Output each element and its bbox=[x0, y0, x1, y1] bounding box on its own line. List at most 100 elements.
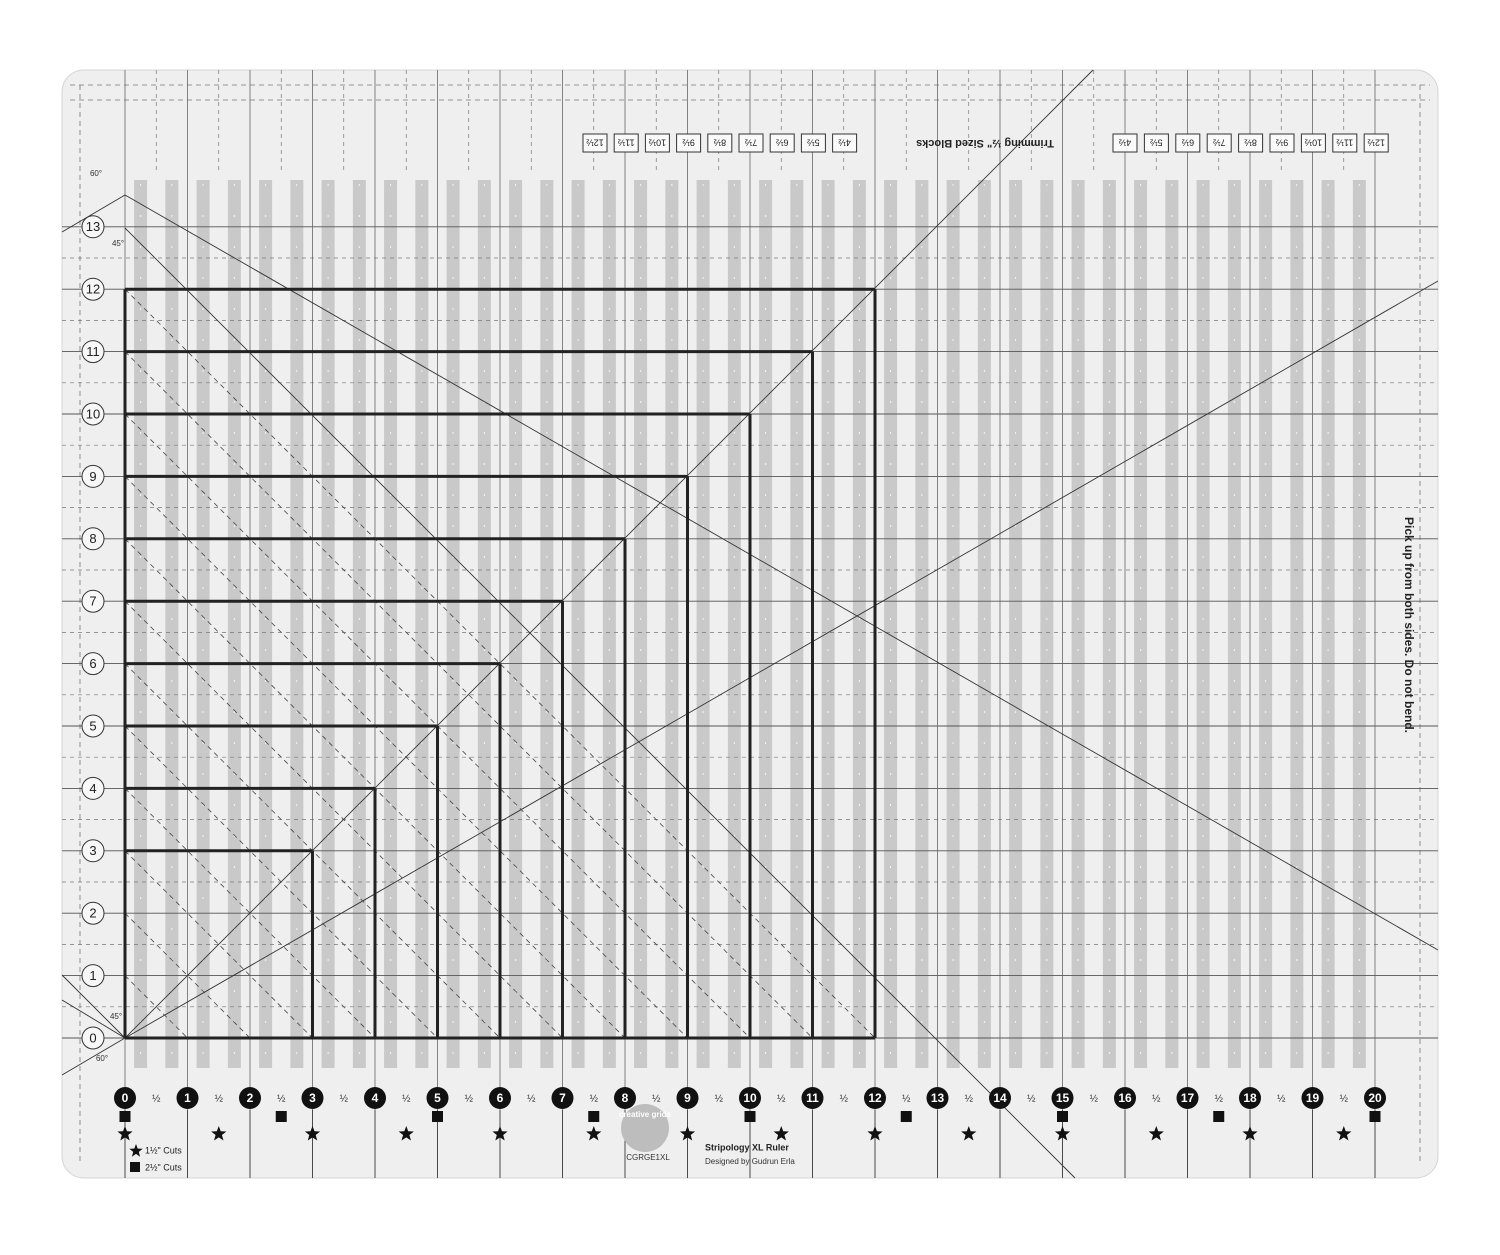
strip bbox=[634, 180, 648, 1068]
trim-size: 6½ bbox=[1181, 138, 1194, 148]
y-label-circle bbox=[81, 901, 105, 925]
trim-size: 4½ bbox=[1118, 138, 1131, 148]
y-label-circle bbox=[81, 776, 105, 800]
half-label: ½ bbox=[965, 1094, 974, 1105]
trim-label: 8½ bbox=[707, 133, 733, 153]
x-label: 2 bbox=[247, 1091, 254, 1105]
trim-size: 6½ bbox=[775, 138, 788, 148]
strip bbox=[1259, 180, 1273, 1068]
star-marker bbox=[1242, 1126, 1258, 1141]
square-marker bbox=[432, 1111, 443, 1122]
y-label-circle bbox=[81, 589, 105, 613]
angle-line bbox=[124, 227, 1076, 1179]
strip bbox=[290, 180, 304, 1068]
legend-square bbox=[130, 1162, 140, 1172]
y-label: 3 bbox=[89, 843, 96, 858]
y-label-circle bbox=[81, 340, 105, 364]
x-label: 8 bbox=[622, 1091, 629, 1105]
x-label: 9 bbox=[684, 1091, 691, 1105]
diagonal-dash bbox=[124, 788, 376, 1039]
strip bbox=[946, 180, 960, 1068]
strip bbox=[321, 180, 335, 1068]
strip bbox=[696, 180, 710, 1068]
x-label: 4 bbox=[372, 1091, 379, 1105]
logo: creative grids bbox=[619, 1110, 672, 1119]
x-label: 19 bbox=[1306, 1091, 1320, 1105]
side-note: Pick up from both sides. Do not bend. bbox=[1402, 517, 1416, 733]
trim-size: 10½ bbox=[1304, 138, 1322, 148]
x-label-circle bbox=[864, 1087, 886, 1109]
strip bbox=[602, 180, 616, 1068]
x-label: 0 bbox=[122, 1091, 129, 1105]
x-label: 17 bbox=[1181, 1091, 1195, 1105]
strip bbox=[1290, 180, 1304, 1068]
star-marker bbox=[1148, 1126, 1164, 1141]
y-label: 13 bbox=[86, 219, 100, 234]
y-label-circle bbox=[81, 839, 105, 863]
trim-box bbox=[1238, 133, 1264, 153]
y-label-circle bbox=[81, 652, 105, 676]
x-label-circle bbox=[989, 1087, 1011, 1109]
x-label-circle bbox=[1239, 1087, 1261, 1109]
x-label-circle bbox=[301, 1087, 324, 1109]
star-marker bbox=[1054, 1126, 1071, 1141]
half-label: ½ bbox=[715, 1094, 724, 1105]
logo-disc bbox=[621, 1104, 669, 1152]
trim-size: 8½ bbox=[1244, 138, 1257, 148]
square-marker bbox=[1213, 1111, 1225, 1122]
x-label: 12 bbox=[868, 1091, 882, 1105]
star-marker bbox=[1336, 1126, 1352, 1141]
x-label-circle bbox=[926, 1087, 949, 1109]
star-marker bbox=[586, 1126, 602, 1141]
trim-box bbox=[1269, 133, 1295, 153]
trim-box bbox=[613, 133, 639, 153]
trim-label: 5½ bbox=[800, 133, 826, 153]
angle-label: 45° bbox=[110, 1012, 122, 1021]
square-marker bbox=[119, 1111, 131, 1122]
diagonal-dash bbox=[124, 912, 251, 1039]
nested-squares bbox=[123, 287, 877, 1040]
y-label: 4 bbox=[89, 781, 96, 796]
angle-line bbox=[124, 280, 1439, 1039]
trim-box bbox=[1363, 133, 1389, 153]
trim-box bbox=[582, 133, 608, 153]
half-label: ½ bbox=[1215, 1094, 1224, 1105]
half-label: ½ bbox=[590, 1094, 599, 1105]
y-label-circle bbox=[81, 1026, 105, 1050]
diagonal-dash bbox=[124, 600, 563, 1039]
strip bbox=[727, 180, 741, 1068]
half-label: ½ bbox=[527, 1094, 536, 1105]
strip bbox=[1071, 180, 1085, 1068]
x-label-circle bbox=[239, 1087, 261, 1109]
trim-box bbox=[1175, 133, 1201, 153]
trim-box bbox=[738, 133, 764, 153]
legend-star bbox=[129, 1144, 143, 1157]
trim-box bbox=[644, 133, 670, 153]
y-label: 11 bbox=[86, 344, 100, 359]
y-label-circle bbox=[81, 527, 105, 551]
y-label-circle bbox=[81, 277, 105, 301]
trim-label: 8½ bbox=[1238, 133, 1264, 153]
strip bbox=[1227, 180, 1241, 1068]
half-label: ½ bbox=[277, 1094, 286, 1105]
half-label: ½ bbox=[1090, 1094, 1099, 1105]
x-label: 1 bbox=[184, 1091, 191, 1105]
x-label-circle bbox=[364, 1087, 386, 1109]
trim-label: 6½ bbox=[1175, 133, 1201, 153]
trim-label: 9½ bbox=[676, 133, 702, 153]
trimming-title: Trimming ½" Sized Blocks bbox=[916, 137, 1054, 149]
trim-box bbox=[1206, 133, 1232, 153]
strip bbox=[415, 180, 429, 1068]
trim-label: 4½ bbox=[1112, 133, 1138, 153]
x-label-circle bbox=[1051, 1087, 1074, 1109]
trim-box bbox=[832, 133, 858, 153]
x-label: 15 bbox=[1056, 1091, 1070, 1105]
strip bbox=[196, 180, 210, 1068]
half-label: ½ bbox=[465, 1094, 474, 1105]
strip bbox=[790, 180, 804, 1068]
square-marker bbox=[744, 1111, 756, 1122]
strip bbox=[227, 180, 241, 1068]
x-label-circle bbox=[739, 1087, 761, 1109]
trim-label: 10½ bbox=[644, 133, 670, 153]
y-label-circle bbox=[81, 964, 105, 988]
